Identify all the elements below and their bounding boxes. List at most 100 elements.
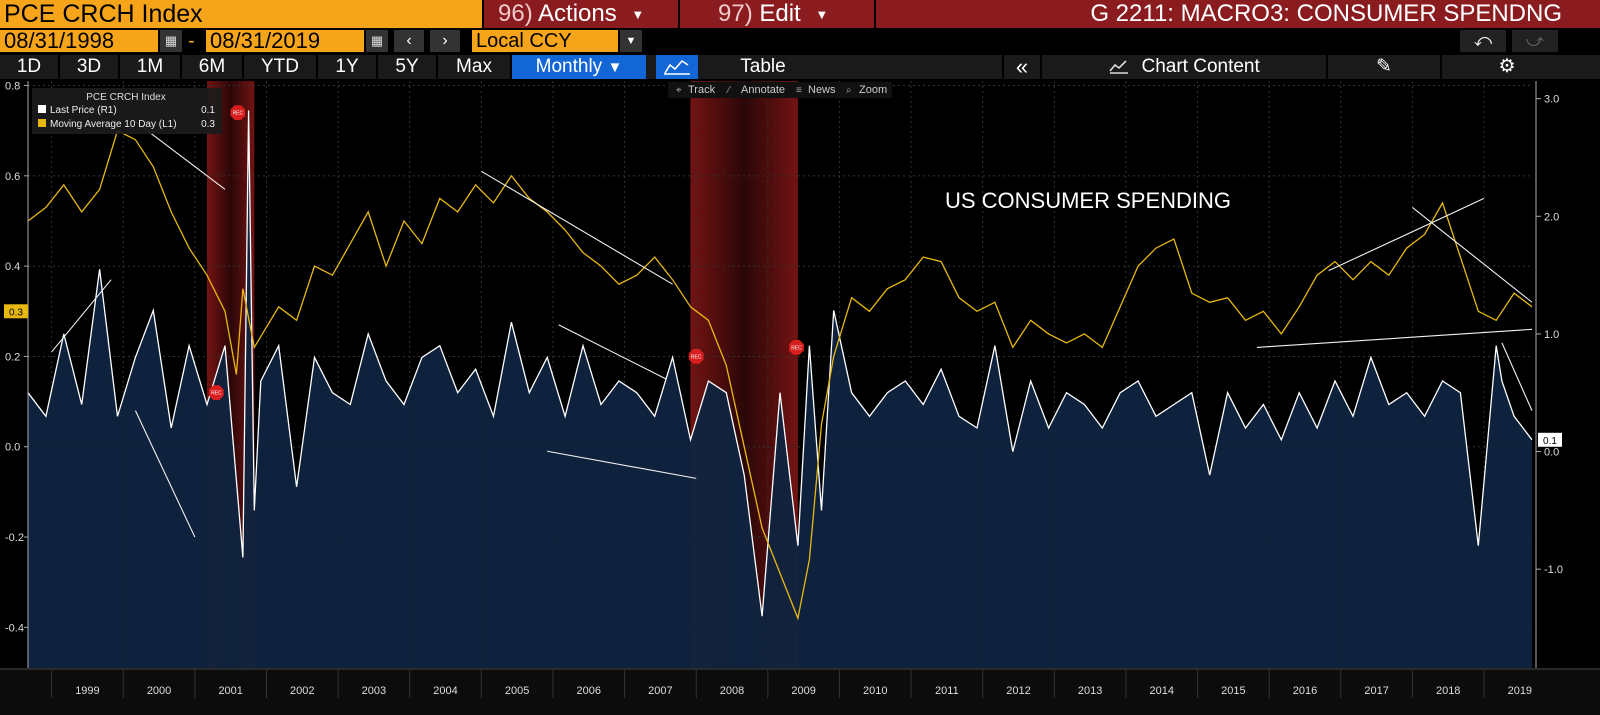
legend-value-price: 0.1	[201, 105, 215, 116]
x-tick-label: 2006	[577, 685, 601, 697]
left-tick-label: 0.8	[5, 81, 20, 93]
calendar-icon[interactable]: ▦	[366, 30, 388, 52]
trend-line-5	[558, 324, 667, 380]
edit-label: Edit	[759, 0, 801, 27]
left-tick-label: -0.2	[5, 532, 24, 544]
table-button[interactable]: Table	[700, 55, 826, 79]
legend-label-price: Last Price (R1)	[50, 105, 117, 116]
page-title: G 2211: MACRO3: CONSUMER SPENDNG	[876, 0, 1600, 28]
chart-axes: -0.4 -0.2 0.0 0.2 0.4 0.6 0.8 -1.0 0.0 1.0 2.0 3.0 1…	[0, 81, 1600, 715]
x-tick-label: 2000	[147, 685, 171, 697]
period-1m-button[interactable]: 1M	[120, 55, 180, 79]
trend-line-6	[547, 450, 697, 479]
actions-number: 96)	[498, 0, 533, 27]
recession-marker-icon	[230, 105, 246, 120]
line-chart-icon[interactable]	[656, 55, 698, 79]
track-tool[interactable]: Track	[688, 84, 716, 96]
trend-line-1	[51, 279, 112, 353]
edit-pencil-icon[interactable]: ✎	[1328, 55, 1440, 79]
chart-content-button[interactable]: Chart Content	[1042, 55, 1326, 79]
period-ytd-button[interactable]: YTD	[244, 55, 316, 79]
x-tick-label: 2017	[1364, 685, 1388, 697]
x-tick-label: 2009	[791, 685, 815, 697]
prev-arrow-icon[interactable]: ‹	[394, 30, 424, 52]
x-tick-label: 2013	[1078, 685, 1102, 697]
x-tick-label: 2016	[1293, 685, 1317, 697]
calendar-icon[interactable]: ▦	[160, 30, 182, 52]
right-tick-label: 2.0	[1544, 211, 1559, 223]
frequency-select[interactable]: Monthly ▼	[512, 55, 646, 79]
period-6m-button[interactable]: 6M	[182, 55, 242, 79]
x-tick-label: 2005	[505, 685, 529, 697]
left-tick-label: 0.4	[5, 261, 20, 273]
x-tick-label: 2003	[362, 685, 386, 697]
left-tick-label: -0.4	[5, 622, 24, 634]
news-icon[interactable]: ≡	[796, 85, 802, 96]
trend-line-7	[1256, 328, 1533, 348]
currency-select[interactable]: Local CCY	[472, 30, 618, 52]
end-date-input[interactable]: 08/31/2019	[206, 30, 364, 52]
news-tool[interactable]: News	[808, 84, 836, 96]
annotate-icon[interactable]: ⁄	[725, 85, 731, 96]
right-current-value: 0.1	[1543, 436, 1557, 447]
right-tick-label: 3.0	[1544, 94, 1559, 106]
recession-markers: REC REC REC REC	[209, 105, 804, 400]
price-line	[27, 110, 1533, 617]
trend-line-9	[1412, 206, 1533, 303]
left-tick-label: 0.6	[5, 171, 20, 183]
chart-lines	[27, 110, 1533, 621]
start-date-input[interactable]: 08/31/1998	[0, 30, 158, 52]
date-separator: -	[188, 30, 195, 52]
annotate-tool[interactable]: Annotate	[741, 84, 785, 96]
trend-line-2	[134, 410, 196, 538]
collapse-double-chevron-icon[interactable]: «	[1004, 55, 1040, 79]
zoom-icon[interactable]: ⌕	[846, 85, 852, 96]
redo-icon[interactable]: ⤻	[1512, 30, 1558, 52]
legend-value-ma: 0.3	[201, 119, 215, 130]
legend-box	[32, 88, 222, 134]
recession-marker-label: REC	[211, 391, 222, 397]
chart-content-icon	[1108, 56, 1135, 77]
ticker-field[interactable]: PCE CRCH Index	[0, 0, 482, 28]
moving-average-line	[27, 129, 1533, 621]
trend-lines	[51, 121, 1533, 538]
triangle-down-icon: ▼	[607, 59, 623, 76]
x-tick-label: 2008	[720, 685, 744, 697]
trend-line-4	[481, 170, 673, 285]
left-current-value: 0.3	[9, 307, 23, 318]
x-tick-label: 2004	[433, 685, 457, 697]
legend-label-ma: Moving Average 10 Day (L1)	[50, 119, 177, 130]
chart-annotation-title: US CONSUMER SPENDING	[945, 188, 1231, 213]
actions-label: Actions	[538, 0, 617, 27]
next-arrow-icon[interactable]: ›	[430, 30, 460, 52]
recession-marker-icon	[789, 340, 804, 355]
right-current-tag	[1538, 432, 1562, 447]
period-max-button[interactable]: Max	[438, 55, 510, 79]
frequency-label: Monthly	[535, 56, 603, 77]
pce-chart[interactable]: -0.4 -0.2 0.0 0.2 0.4 0.6 0.8 -1.0 0.0 1.0 2.0 3.0 1…	[0, 81, 1600, 715]
period-3d-button[interactable]: 3D	[60, 55, 118, 79]
x-tick-label: 2002	[290, 685, 314, 697]
x-tick-label: 2001	[218, 685, 242, 697]
chevron-down-icon[interactable]: ▼	[620, 30, 642, 52]
period-5y-button[interactable]: 5Y	[378, 55, 436, 79]
period-1d-button[interactable]: 1D	[0, 55, 58, 79]
edit-menu-button[interactable]: 97) Edit ▼	[680, 0, 874, 28]
right-tick-label: 1.0	[1544, 329, 1559, 341]
legend-swatch-price	[38, 105, 46, 113]
undo-icon[interactable]: ⤺	[1460, 30, 1506, 52]
trend-line-10	[1501, 342, 1533, 411]
x-tick-label: 2010	[863, 685, 887, 697]
recession-marker-icon	[688, 349, 704, 364]
chevron-down-icon: ▼	[631, 6, 645, 22]
track-icon[interactable]: ⌖	[676, 85, 682, 96]
zoom-tool[interactable]: Zoom	[859, 84, 887, 96]
legend-swatch-ma	[38, 119, 46, 127]
recession-marker-label: REC	[691, 354, 702, 360]
period-1y-button[interactable]: 1Y	[318, 55, 376, 79]
right-tick-label: 0.0	[1544, 447, 1559, 459]
left-current-tag	[4, 304, 28, 319]
edit-number: 97)	[718, 0, 753, 27]
gear-icon[interactable]: ⚙	[1442, 55, 1572, 79]
actions-menu-button[interactable]: 96) Actions ▼	[484, 0, 678, 28]
